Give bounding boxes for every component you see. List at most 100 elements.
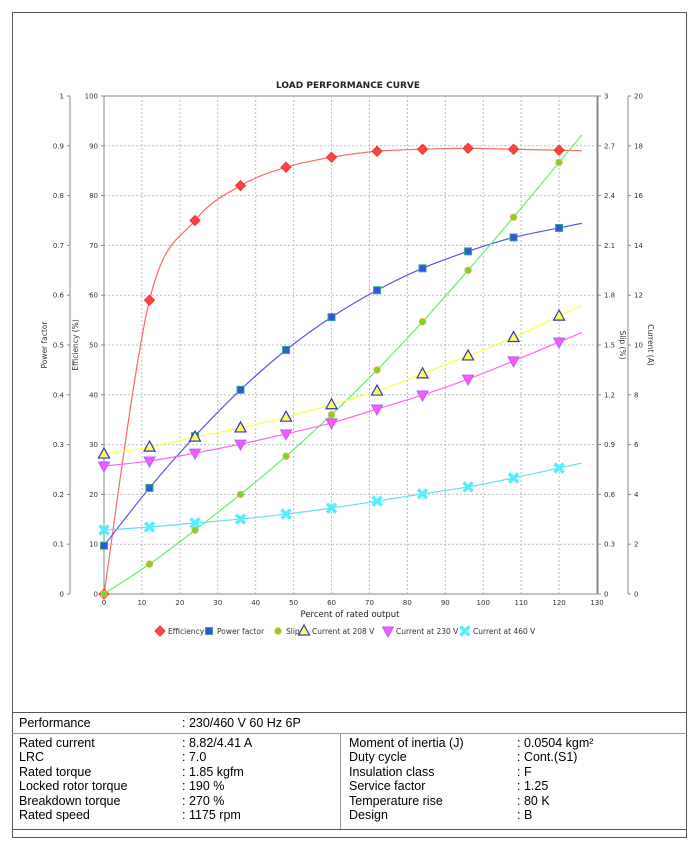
power_factor-tick-label: 0.6: [53, 292, 65, 300]
efficiency-tick-label: 50: [89, 342, 98, 350]
data-point: [370, 383, 384, 396]
data-point: [282, 345, 291, 354]
data-point: [325, 502, 338, 514]
legend-label: Power factor: [217, 627, 265, 636]
data-point: [234, 420, 248, 433]
legend-label: Current at 208 V: [312, 627, 375, 636]
spec-label: Moment of inertia (J): [349, 736, 464, 750]
marker-stroke: [280, 508, 292, 520]
spec-row: Rated speed: 1175 rpm Design: B: [12, 808, 687, 823]
data-point: [325, 151, 338, 163]
data-point: [509, 233, 518, 242]
spec-value: : F: [517, 764, 532, 779]
x-tick-label: 50: [289, 599, 298, 607]
legend-item: Current at 230 V: [381, 626, 459, 639]
series-current-at-230-v: [97, 331, 583, 474]
legend-x-icon: [459, 625, 471, 637]
marker-stroke: [189, 517, 201, 529]
efficiency-tick-label: 60: [89, 292, 98, 300]
slip-tick-label: 0.9: [604, 441, 615, 449]
marker-stroke: [462, 481, 474, 493]
spec-label: Performance: [19, 716, 91, 730]
slip-tick-label: 1.2: [604, 391, 615, 399]
data-point: [280, 161, 292, 173]
current-tick-label: 10: [634, 342, 643, 350]
legend-label: Current at 230 V: [396, 627, 459, 636]
data-point: [97, 446, 111, 459]
data-point: [464, 247, 473, 256]
spec-label: Rated torque: [19, 764, 92, 779]
spec-value: : 1175 rpm: [182, 808, 241, 822]
legend-label: Slip: [286, 627, 300, 636]
marker-stroke: [507, 472, 520, 484]
data-point: [234, 439, 247, 452]
efficiency-tick-label: 10: [89, 541, 98, 549]
load-performance-chart: LOAD PERFORMANCE CURVE Percent of rated …: [40, 81, 655, 639]
power_factor-tick-label: 0.3: [53, 441, 64, 449]
data-point: [464, 266, 472, 274]
slip-tick-label: 3: [604, 93, 608, 101]
current-axis-title: Current (A): [646, 324, 655, 366]
efficiency-axis-title: Efficiency (%): [71, 319, 80, 371]
spec-value: : 7.0: [182, 750, 207, 765]
x-tick-label: 20: [175, 599, 184, 607]
data-point: [373, 366, 381, 374]
legend: Efficiency Power factor Slip Current at 208…: [154, 623, 536, 639]
spec-label: Rated speed: [19, 808, 90, 822]
data-point: [234, 179, 247, 192]
power_factor-tick-label: 0.2: [53, 491, 64, 499]
legend-triangle-icon: [297, 623, 311, 636]
data-point: [416, 143, 429, 155]
column-divider: [340, 734, 341, 829]
data-point: [279, 409, 293, 422]
data-point: [236, 490, 245, 499]
efficiency-tick-label: 20: [89, 491, 98, 499]
legend-item: Slip: [274, 627, 300, 636]
slip-axis-title: Slip (%): [618, 330, 627, 359]
spec-label: Design: [349, 808, 388, 822]
data-point: [189, 517, 201, 529]
current-tick-label: 4: [634, 491, 639, 499]
chart-frame: [12, 12, 687, 838]
data-point: [189, 214, 201, 227]
power_factor-tick-label: 0.8: [53, 192, 64, 200]
power_factor-tick-label: 1: [60, 93, 64, 101]
x-tick-label: 80: [403, 599, 412, 607]
spec-value: : 1.25: [517, 779, 549, 794]
slip-tick-label: 2.7: [604, 142, 615, 150]
power_factor-tick-label: 0.7: [53, 242, 64, 250]
series-slip: [100, 134, 583, 598]
data-point: [100, 590, 108, 598]
x-tick-label: 110: [514, 599, 527, 607]
data-point: [279, 429, 293, 441]
efficiency-tick-label: 90: [89, 142, 98, 150]
spec-label: Locked rotor torque: [19, 779, 128, 794]
spec-value: : 230/460 V 60 Hz 6P: [182, 716, 301, 730]
data-point: [143, 294, 156, 306]
plot-area: [103, 95, 598, 595]
grid: [103, 95, 598, 595]
data-point: [553, 144, 565, 156]
data-point: [100, 541, 108, 550]
current-tick-label: 2: [634, 541, 638, 549]
power_factor-tick-label: 0.4: [53, 391, 65, 399]
current-tick-label: 12: [634, 292, 643, 300]
legend-item: Current at 208 V: [297, 623, 375, 636]
data-point: [280, 508, 292, 520]
data-point: [461, 348, 475, 361]
data-point: [416, 390, 429, 403]
chart-title: LOAD PERFORMANCE CURVE: [276, 81, 420, 91]
x-tick-label: 0: [102, 599, 106, 607]
x-tick-label: 100: [477, 599, 490, 607]
slip-tick-label: 1.5: [604, 342, 615, 350]
data-point: [188, 429, 202, 442]
legend-square-icon: [205, 627, 213, 635]
current-tick-label: 18: [634, 142, 643, 150]
data-point: [509, 213, 518, 221]
data-point: [236, 385, 245, 394]
marker-stroke: [143, 521, 156, 533]
spec-value: : 80 K: [517, 793, 550, 808]
x-tick-label: 90: [441, 599, 450, 607]
spec-row-performance: Performance : 230/460 V 60 Hz 6P: [12, 713, 687, 734]
data-point: [462, 481, 474, 493]
